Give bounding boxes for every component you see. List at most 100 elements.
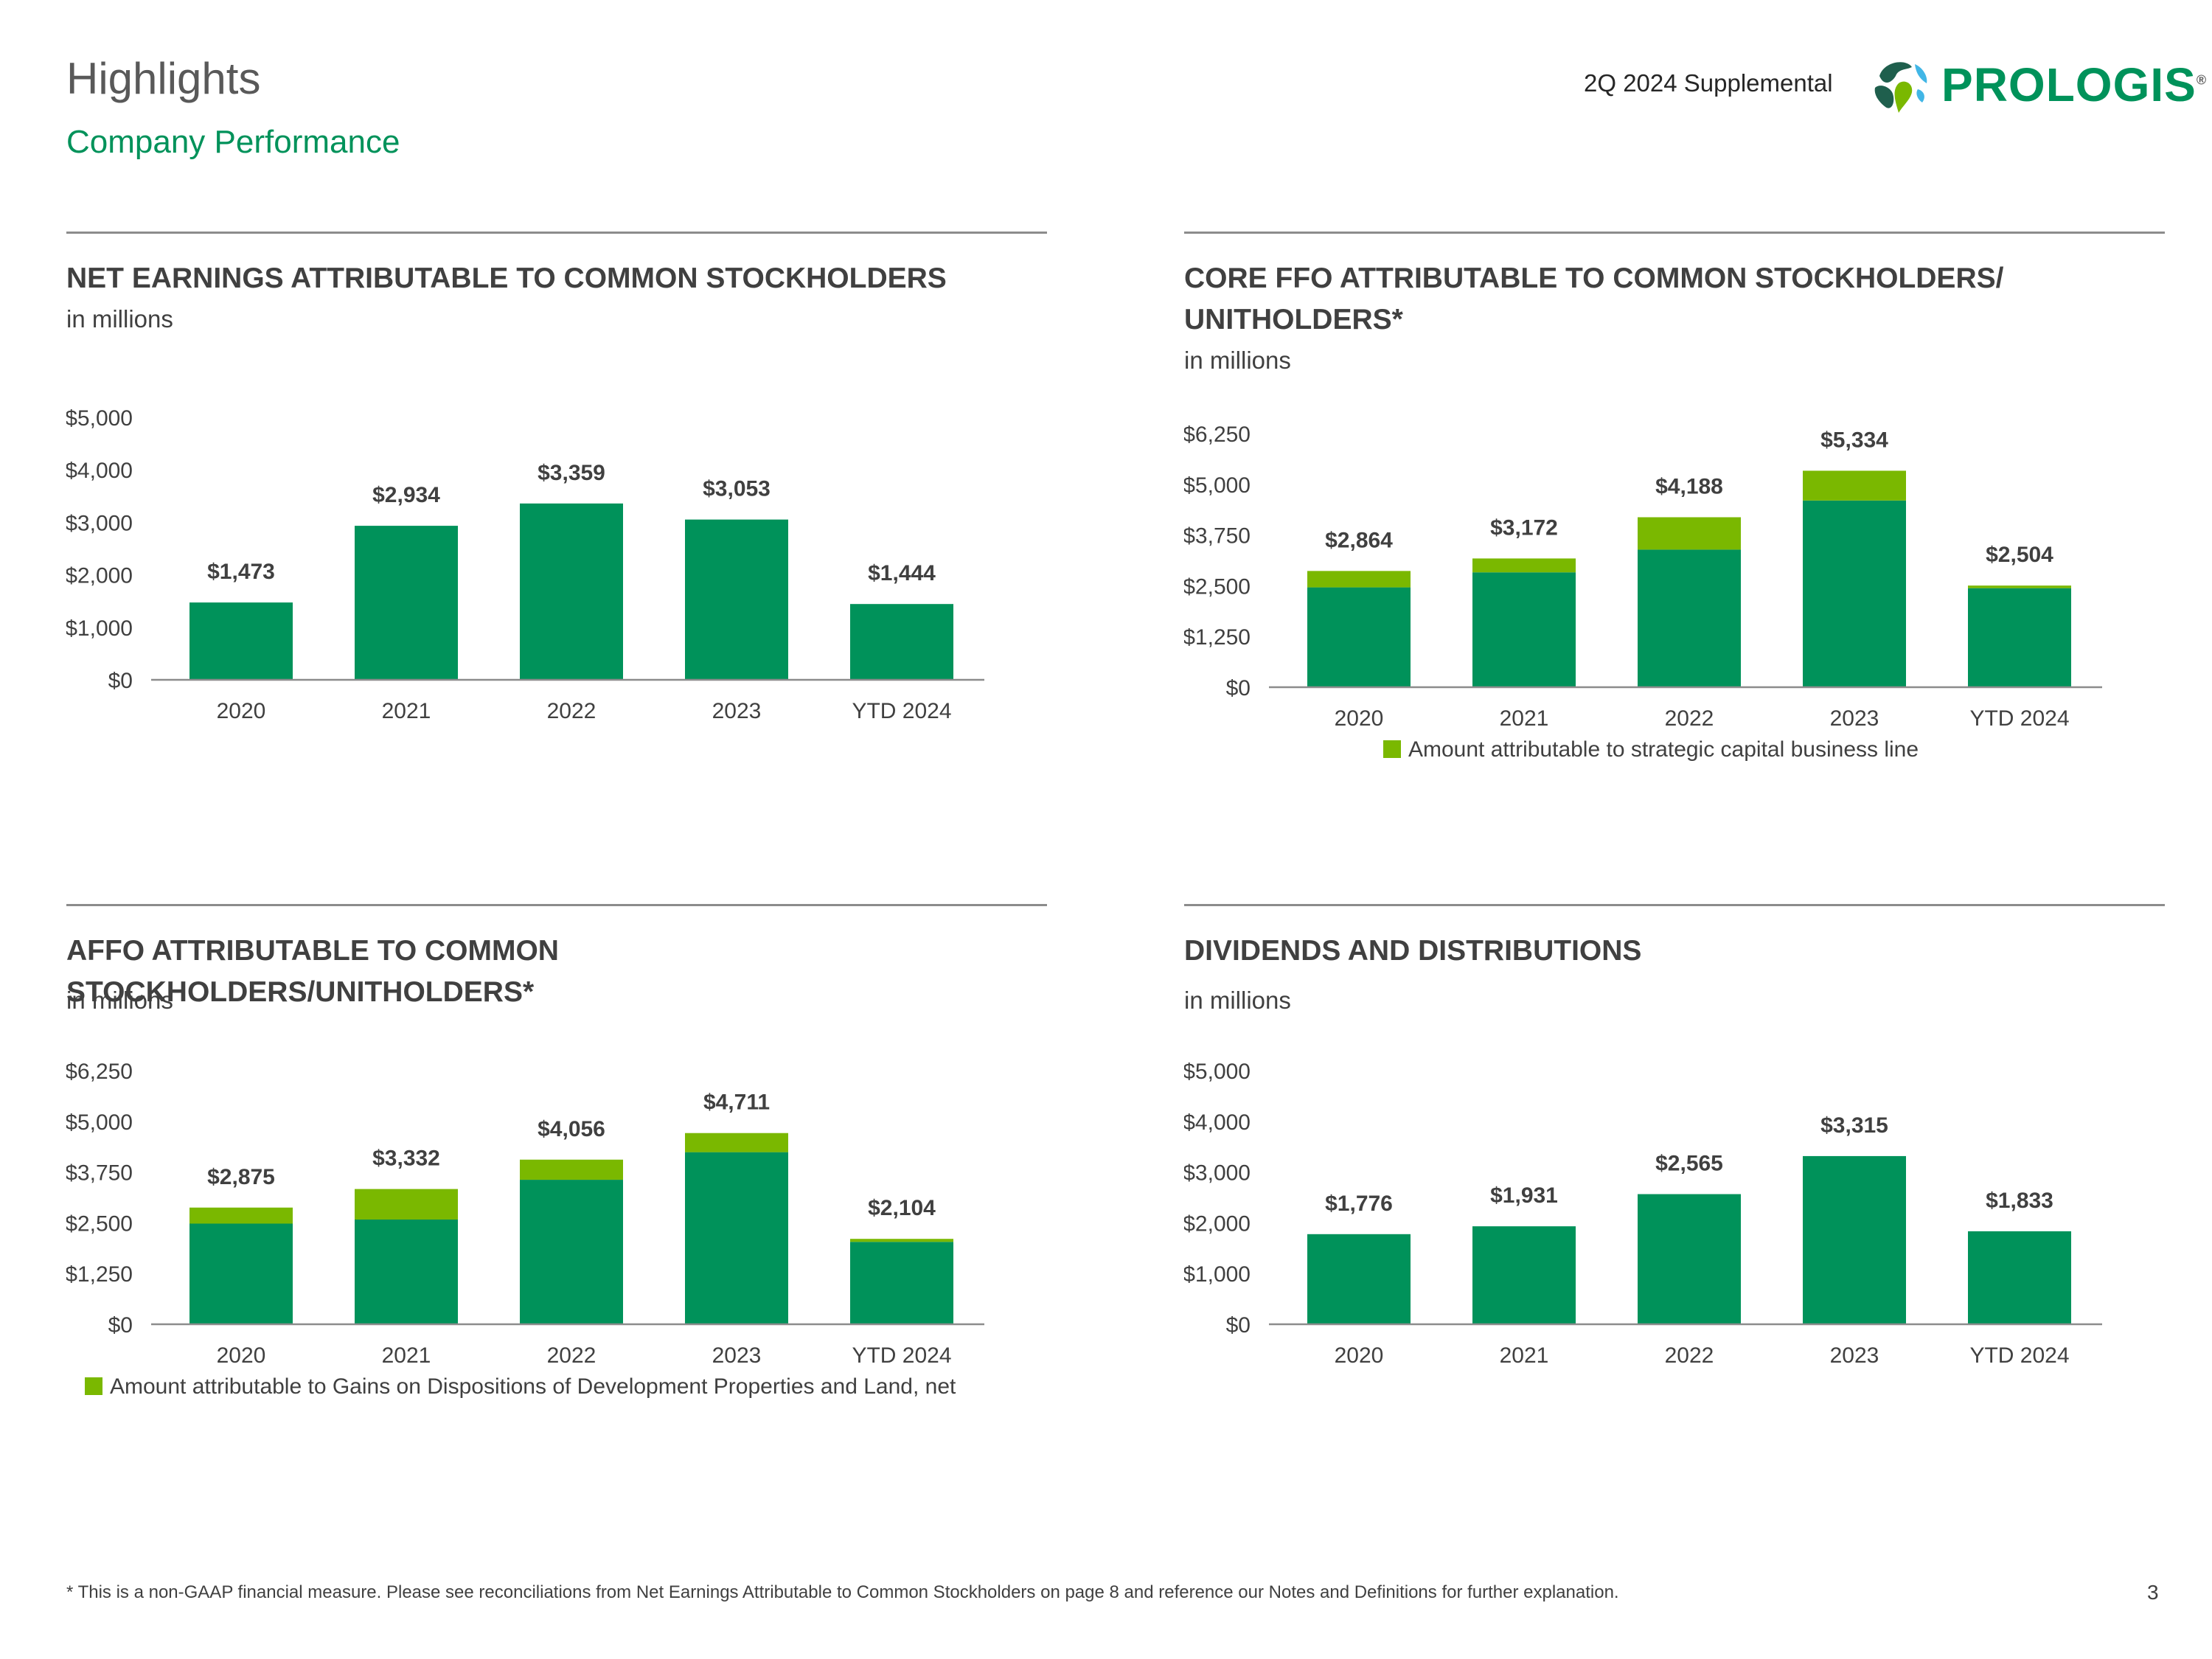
data-label: $2,565: [1655, 1152, 1723, 1176]
x-tick-label: 2021: [1500, 1343, 1549, 1368]
data-label: $1,833: [1986, 1189, 2053, 1213]
globe-logo-icon: [1872, 57, 1928, 113]
chart-units: in millions: [66, 305, 173, 333]
chart-units: in millions: [1184, 987, 1291, 1014]
x-tick-label: 2022: [1665, 1343, 1714, 1368]
data-label: $5,334: [1820, 428, 1888, 452]
data-label: $2,875: [207, 1165, 275, 1189]
x-tick-label: 2021: [382, 1343, 431, 1368]
data-label: $1,444: [868, 561, 936, 585]
bar-segment: [850, 1242, 953, 1324]
supplemental-label: 2Q 2024 Supplemental: [1584, 69, 1833, 97]
y-tick-label: $2,500: [66, 1211, 133, 1236]
x-tick-label: 2020: [217, 1343, 266, 1368]
data-label: $2,864: [1325, 528, 1393, 552]
bar-segment: [355, 526, 458, 680]
bar-segment: [685, 519, 788, 680]
y-tick-label: $1,250: [1184, 625, 1251, 650]
y-tick-label: $5,000: [66, 1110, 133, 1135]
bar-segment: [1968, 588, 2071, 687]
y-tick-label: $5,000: [1184, 1060, 1251, 1084]
y-tick-label: $2,000: [66, 564, 133, 588]
x-tick-label: 2020: [217, 699, 266, 723]
y-tick-label: $6,250: [66, 1060, 133, 1084]
legend-swatch: [85, 1377, 102, 1395]
bar-segment: [189, 602, 293, 680]
bar-segment-secondary: [850, 1239, 953, 1242]
data-label: $1,931: [1490, 1183, 1558, 1208]
bar-segment: [520, 503, 623, 680]
x-tick-label: YTD 2024: [852, 699, 951, 723]
y-tick-label: $0: [1226, 1313, 1251, 1338]
chart-title: DIVIDENDS AND DISTRIBUTIONS: [1184, 935, 1642, 967]
bar-segment: [1638, 549, 1741, 687]
legend-label: Amount attributable to strategic capital…: [1408, 737, 1919, 762]
section-divider: [1184, 232, 2165, 234]
x-tick-label: YTD 2024: [852, 1343, 951, 1368]
bar-segment: [1307, 1234, 1411, 1324]
y-tick-label: $0: [108, 669, 133, 693]
x-tick-label: 2020: [1335, 1343, 1384, 1368]
page-title: Highlights: [66, 54, 261, 103]
bar-segment: [1638, 1194, 1741, 1324]
y-tick-label: $1,000: [1184, 1262, 1251, 1287]
dividends-chart: $0 $1,000 $2,000 $3,000 $4,000 $5,000 $1,776 20…: [1184, 1060, 2102, 1368]
legend-swatch: [1383, 740, 1401, 758]
legend-label: Amount attributable to Gains on Disposit…: [110, 1374, 956, 1399]
page-subtitle: Company Performance: [66, 124, 400, 160]
bar-segment-secondary: [355, 1189, 458, 1220]
net-earnings-panel: NET EARNINGS ATTRIBUTABLE TO COMMON STOC…: [66, 232, 1047, 792]
bar-segment: [355, 1219, 458, 1324]
data-label: $4,188: [1655, 474, 1723, 498]
bar-segment-secondary: [520, 1159, 623, 1180]
bar-segment: [685, 1152, 788, 1324]
data-label: $3,359: [538, 461, 605, 485]
chart-units: in millions: [1184, 347, 1291, 374]
y-tick-label: $5,000: [66, 406, 133, 431]
bar-segment: [520, 1180, 623, 1324]
net-earnings-chart: $0 $1,000 $2,000 $3,000 $4,000 $5,000 $1,473 20…: [66, 406, 984, 723]
data-label: $2,504: [1986, 543, 2053, 567]
y-tick-label: $3,750: [1184, 524, 1251, 549]
y-tick-label: $6,250: [1184, 422, 1251, 447]
bar-segment: [189, 1223, 293, 1324]
x-tick-label: 2022: [547, 1343, 597, 1368]
x-tick-label: 2022: [1665, 706, 1714, 731]
core-ffo-panel: CORE FFO ATTRIBUTABLE TO COMMON STOCKHOL…: [1184, 232, 2165, 792]
y-tick-label: $5,000: [1184, 473, 1251, 498]
bar-segment: [1307, 587, 1411, 687]
registered-mark: ®: [2196, 72, 2208, 88]
x-tick-label: 2023: [1830, 706, 1879, 731]
data-label: $4,711: [703, 1091, 770, 1115]
bar-segment-secondary: [1472, 558, 1576, 573]
y-tick-label: $3,000: [66, 511, 133, 535]
section-divider: [66, 232, 1047, 234]
core-ffo-chart: $0 $1,250 $2,500 $3,750 $5,000 $6,250 $2,864 20…: [1184, 422, 2102, 762]
data-label: $3,172: [1490, 515, 1558, 540]
logo-text-pro: PRO: [1941, 58, 2046, 111]
bar-segment-secondary: [1803, 470, 1906, 501]
data-label: $3,053: [703, 477, 771, 501]
data-label: $1,776: [1325, 1192, 1393, 1216]
bar-segment-secondary: [189, 1207, 293, 1224]
bar-segment: [1472, 1226, 1576, 1324]
logo-wordmark: PROLOGIS®: [1941, 58, 2207, 112]
y-tick-label: $2,000: [1184, 1211, 1251, 1236]
data-label: $2,104: [868, 1196, 936, 1220]
data-label: $3,315: [1820, 1113, 1888, 1138]
logo-text-logis: LOGIS: [2045, 58, 2197, 111]
dividends-panel: DIVIDENDS AND DISTRIBUTIONS in millions …: [1184, 904, 2165, 1464]
data-label: $4,056: [538, 1117, 605, 1141]
footnote: * This is a non-GAAP financial measure. …: [66, 1582, 1619, 1602]
bar-segment: [850, 604, 953, 680]
chart-units: in millions: [66, 987, 173, 1014]
data-label: $3,332: [372, 1147, 440, 1171]
x-tick-label: 2021: [382, 699, 431, 723]
section-divider: [1184, 904, 2165, 906]
data-label: $1,473: [207, 560, 275, 584]
page-number: 3: [2147, 1581, 2159, 1604]
affo-panel: AFFO ATTRIBUTABLE TO COMMON STOCKHOLDERS…: [66, 904, 1047, 1464]
bar-segment-secondary: [1638, 517, 1741, 550]
chart-title: CORE FFO ATTRIBUTABLE TO COMMON STOCKHOL…: [1184, 262, 2004, 335]
x-tick-label: YTD 2024: [1969, 1343, 2069, 1368]
